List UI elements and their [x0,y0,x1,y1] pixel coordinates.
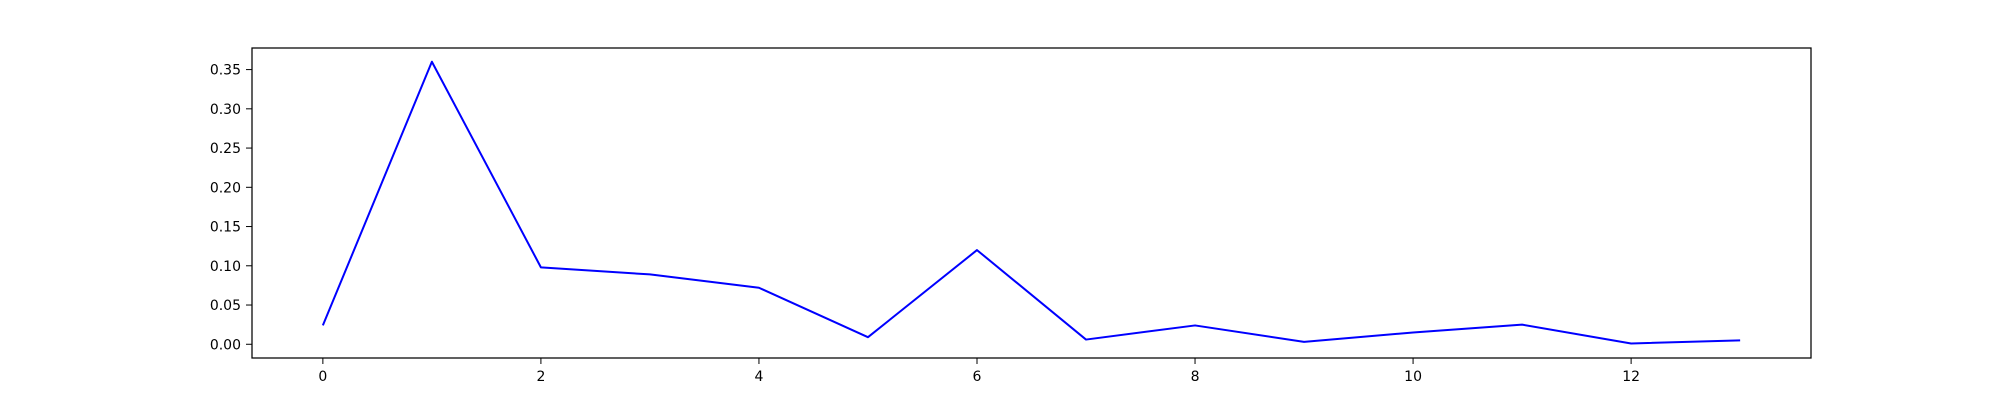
series-layer [321,60,1741,345]
x-axis: 0 2 4 6 8 10 12 [318,358,1640,385]
plot-layer [251,47,1812,359]
y-tick-label: 0.15 [210,220,241,236]
x-tick-label: 10 [1404,369,1422,385]
y-tick-label: 0.00 [210,337,241,353]
y-tick-label: 0.20 [210,180,241,196]
x-tick-label: 6 [973,369,982,385]
series-line-0 [321,60,1741,345]
y-tick-label: 0.30 [210,102,241,118]
y-tick-label: 0.35 [210,63,241,79]
x-tick-label: 0 [318,369,327,385]
y-tick-label: 0.05 [210,298,241,314]
plot-frame [251,47,1812,359]
y-tick-label: 0.10 [210,259,241,275]
x-tick-label: 4 [754,369,763,385]
x-tick-label: 8 [1191,369,1200,385]
x-tick-label: 2 [536,369,545,385]
y-axis: 0.00 0.05 0.10 0.15 0.20 0.25 0.30 0.35 [210,63,252,353]
x-tick-label: 12 [1622,369,1640,385]
y-tick-label: 0.25 [210,141,241,157]
